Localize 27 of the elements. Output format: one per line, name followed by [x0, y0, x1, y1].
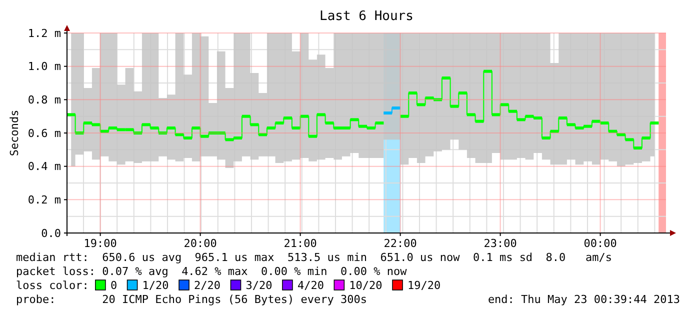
x-tick-label: 20:00	[184, 237, 217, 250]
y-tick-label: 0.6 m	[28, 126, 62, 140]
x-tick-label: 23:00	[484, 237, 517, 250]
legend-title: loss color:	[16, 279, 89, 292]
y-axis-title: Seconds	[8, 110, 21, 156]
x-tick-label: 22:00	[384, 237, 417, 250]
legend-label: 1/20	[142, 279, 169, 292]
legend-label: 3/20	[246, 279, 272, 292]
text: probe: 20 ICMP Echo Pings (56 Bytes) every 300s	[16, 293, 367, 306]
chart-title: Last 6 Hours	[320, 9, 414, 24]
y-tick-label: 1.2 m	[28, 26, 62, 40]
y-tick-label: 1.0 m	[28, 60, 62, 74]
y-tick-label: 0.4 m	[28, 160, 62, 174]
legend-label: 0	[110, 279, 118, 292]
text: median rtt: 650.6 us avg 965.1 us max 513.5 us min 651.0 us now 0.1 ms sd 8.0 am/s	[16, 251, 612, 264]
legend-label: 4/20	[297, 279, 324, 292]
legend-label: 10/20	[349, 279, 382, 292]
y-tick-label: 0.2 m	[28, 194, 62, 207]
y-tick-label: 0.8 m	[28, 94, 62, 107]
legend-label: 2/20	[194, 279, 221, 292]
x-tick-label: 21:00	[284, 237, 317, 250]
legend-label: 19/20	[408, 279, 441, 292]
text: end: Thu May 23 00:39:44 2013	[488, 293, 680, 306]
y-tick-label: 0.0	[41, 226, 61, 240]
x-tick-label: 19:00	[84, 237, 117, 250]
text: packet loss: 0.07 % avg 4.62 % max 0.00 % min 0.00 % now	[16, 265, 408, 278]
x-tick-label: 00:00	[584, 237, 617, 250]
